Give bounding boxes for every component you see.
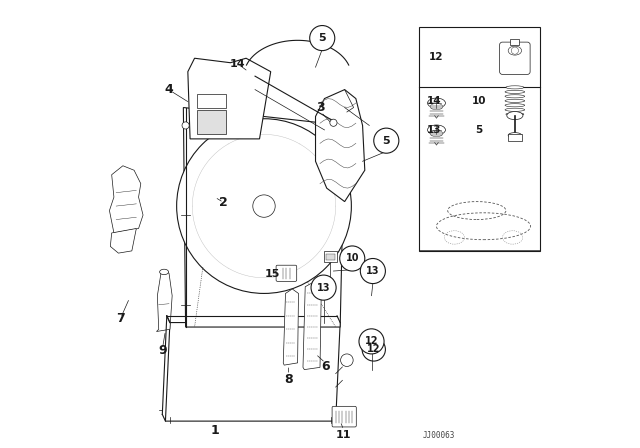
Circle shape	[310, 26, 335, 51]
Text: 3: 3	[317, 101, 325, 114]
FancyBboxPatch shape	[332, 406, 356, 427]
Polygon shape	[183, 108, 344, 327]
Bar	[196, 110, 226, 134]
Ellipse shape	[428, 125, 445, 135]
FancyBboxPatch shape	[500, 42, 530, 74]
Polygon shape	[156, 271, 172, 332]
Text: 7: 7	[116, 311, 125, 325]
Ellipse shape	[430, 130, 443, 137]
Circle shape	[340, 246, 365, 271]
Text: 6: 6	[321, 359, 330, 373]
Polygon shape	[188, 58, 271, 139]
Text: 13: 13	[427, 125, 442, 135]
Text: 1: 1	[211, 424, 219, 438]
Circle shape	[340, 354, 353, 366]
Text: 13: 13	[317, 283, 330, 293]
Polygon shape	[109, 166, 143, 233]
Ellipse shape	[506, 113, 524, 116]
Text: 10: 10	[472, 96, 486, 106]
Ellipse shape	[508, 133, 522, 138]
Text: 12: 12	[365, 336, 378, 346]
Text: 2: 2	[220, 196, 228, 209]
Text: 5: 5	[383, 136, 390, 146]
Text: 12: 12	[429, 52, 444, 62]
Text: 5: 5	[476, 125, 483, 135]
Text: 13: 13	[366, 266, 380, 276]
Ellipse shape	[507, 112, 523, 120]
Circle shape	[253, 195, 275, 217]
Ellipse shape	[428, 98, 445, 108]
Text: 11: 11	[336, 431, 351, 440]
Polygon shape	[303, 282, 321, 370]
Circle shape	[362, 338, 385, 361]
Bar	[326, 254, 335, 260]
Ellipse shape	[505, 90, 525, 93]
Text: 15: 15	[264, 269, 280, 279]
Circle shape	[360, 258, 385, 284]
Bar	[419, 27, 540, 251]
Circle shape	[177, 119, 351, 293]
Circle shape	[182, 122, 189, 129]
Circle shape	[311, 275, 336, 300]
Bar	[196, 94, 226, 108]
Bar	[324, 251, 337, 262]
Text: 9: 9	[158, 344, 166, 357]
Text: 10: 10	[346, 254, 359, 263]
Text: 8: 8	[284, 373, 293, 386]
Ellipse shape	[505, 108, 525, 111]
FancyBboxPatch shape	[276, 265, 297, 281]
Ellipse shape	[505, 99, 525, 103]
Text: 5: 5	[319, 33, 326, 43]
Polygon shape	[284, 289, 298, 365]
Circle shape	[330, 119, 337, 126]
Ellipse shape	[506, 86, 524, 89]
Ellipse shape	[430, 103, 443, 110]
Text: 4: 4	[164, 83, 173, 96]
Bar	[508, 134, 522, 141]
Polygon shape	[110, 228, 136, 253]
Text: 14: 14	[427, 96, 442, 106]
Bar	[511, 39, 520, 45]
Text: 14: 14	[230, 59, 245, 69]
Ellipse shape	[159, 269, 168, 275]
Ellipse shape	[505, 104, 525, 107]
Circle shape	[359, 329, 384, 354]
Text: 12: 12	[367, 345, 381, 354]
Polygon shape	[165, 323, 340, 421]
Ellipse shape	[505, 95, 525, 98]
Circle shape	[374, 128, 399, 153]
Text: JJ00063: JJ00063	[423, 431, 456, 440]
Polygon shape	[316, 90, 365, 202]
